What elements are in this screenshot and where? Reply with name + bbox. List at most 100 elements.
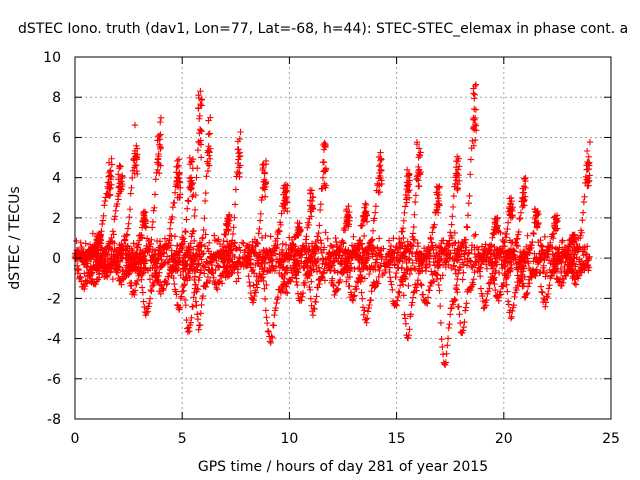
data-point <box>463 262 471 269</box>
data-point <box>369 253 376 260</box>
data-point <box>165 273 172 280</box>
data-point <box>354 240 362 247</box>
data-point <box>187 319 194 326</box>
data-point <box>496 291 503 299</box>
data-point <box>309 205 317 213</box>
data-point <box>370 279 377 286</box>
data-point <box>423 253 430 261</box>
data-point <box>173 267 181 274</box>
data-point <box>304 224 311 231</box>
data-point <box>236 254 243 261</box>
data-point <box>539 243 546 251</box>
data-point <box>507 268 514 275</box>
data-point <box>154 277 162 285</box>
data-point <box>375 235 383 242</box>
x-axis-label: GPS time / hours of day 281 of year 2015 <box>198 459 488 475</box>
data-point <box>477 272 484 280</box>
data-point <box>191 281 199 288</box>
data-point <box>160 249 167 256</box>
data-point <box>518 271 525 279</box>
data-point <box>507 315 515 322</box>
data-point <box>197 154 205 161</box>
data-point <box>311 242 319 250</box>
data-point <box>414 242 422 250</box>
data-point <box>479 292 486 300</box>
data-point <box>154 155 162 163</box>
data-point <box>411 198 419 206</box>
data-point <box>87 251 94 259</box>
data-point <box>257 210 265 218</box>
data-point <box>444 335 452 342</box>
data-point <box>527 273 535 280</box>
data-point <box>431 221 438 228</box>
data-point <box>471 91 478 98</box>
data-point <box>490 275 497 283</box>
data-point <box>197 310 204 317</box>
data-point <box>336 247 344 255</box>
data-point <box>138 256 145 264</box>
data-point <box>492 247 500 255</box>
data-point <box>83 252 90 259</box>
data-point <box>238 239 246 246</box>
data-point <box>415 182 423 190</box>
data-point <box>368 287 375 295</box>
data-point <box>472 114 479 122</box>
data-point <box>395 288 402 295</box>
data-point <box>525 259 532 267</box>
data-point <box>157 131 164 138</box>
data-point <box>585 177 593 184</box>
data-point <box>515 228 523 236</box>
data-point <box>262 160 270 168</box>
data-point <box>530 230 538 238</box>
data-point <box>435 281 442 289</box>
data-point <box>283 264 290 272</box>
data-point <box>505 267 513 274</box>
data-point <box>153 268 160 276</box>
data-point <box>487 246 494 253</box>
data-point <box>404 335 412 342</box>
data-point <box>85 247 92 255</box>
data-point <box>106 269 114 276</box>
data-point <box>186 154 193 162</box>
data-point <box>470 90 477 97</box>
data-point <box>392 273 399 281</box>
data-point <box>302 236 310 243</box>
data-point <box>517 214 524 222</box>
data-point <box>163 244 171 251</box>
data-point <box>342 249 350 257</box>
data-point <box>547 243 555 251</box>
data-point <box>544 290 552 298</box>
data-point <box>487 279 494 286</box>
data-point <box>440 237 447 244</box>
data-point <box>121 236 129 243</box>
data-point <box>134 170 141 178</box>
y-tick-label: -2 <box>47 291 61 307</box>
data-point <box>276 251 283 258</box>
data-point <box>546 281 553 289</box>
data-point <box>108 238 116 245</box>
data-point <box>476 252 483 260</box>
data-point <box>492 286 499 294</box>
data-point <box>569 254 577 262</box>
data-point <box>279 273 286 280</box>
data-point <box>161 235 169 242</box>
data-point <box>105 246 112 254</box>
data-point <box>348 264 355 271</box>
data-point <box>189 155 197 163</box>
data-point <box>182 228 189 236</box>
data-point <box>148 272 156 279</box>
data-point <box>406 326 413 333</box>
data-point <box>114 269 122 277</box>
data-point <box>483 296 490 304</box>
data-point <box>380 245 387 252</box>
data-point <box>572 276 579 283</box>
data-point <box>471 268 478 276</box>
data-point <box>183 316 190 324</box>
data-point <box>526 279 533 287</box>
data-point <box>293 257 300 264</box>
data-point <box>584 262 592 270</box>
data-point <box>130 240 137 247</box>
data-point <box>271 267 279 274</box>
data-point <box>279 240 286 248</box>
data-point <box>150 207 157 214</box>
